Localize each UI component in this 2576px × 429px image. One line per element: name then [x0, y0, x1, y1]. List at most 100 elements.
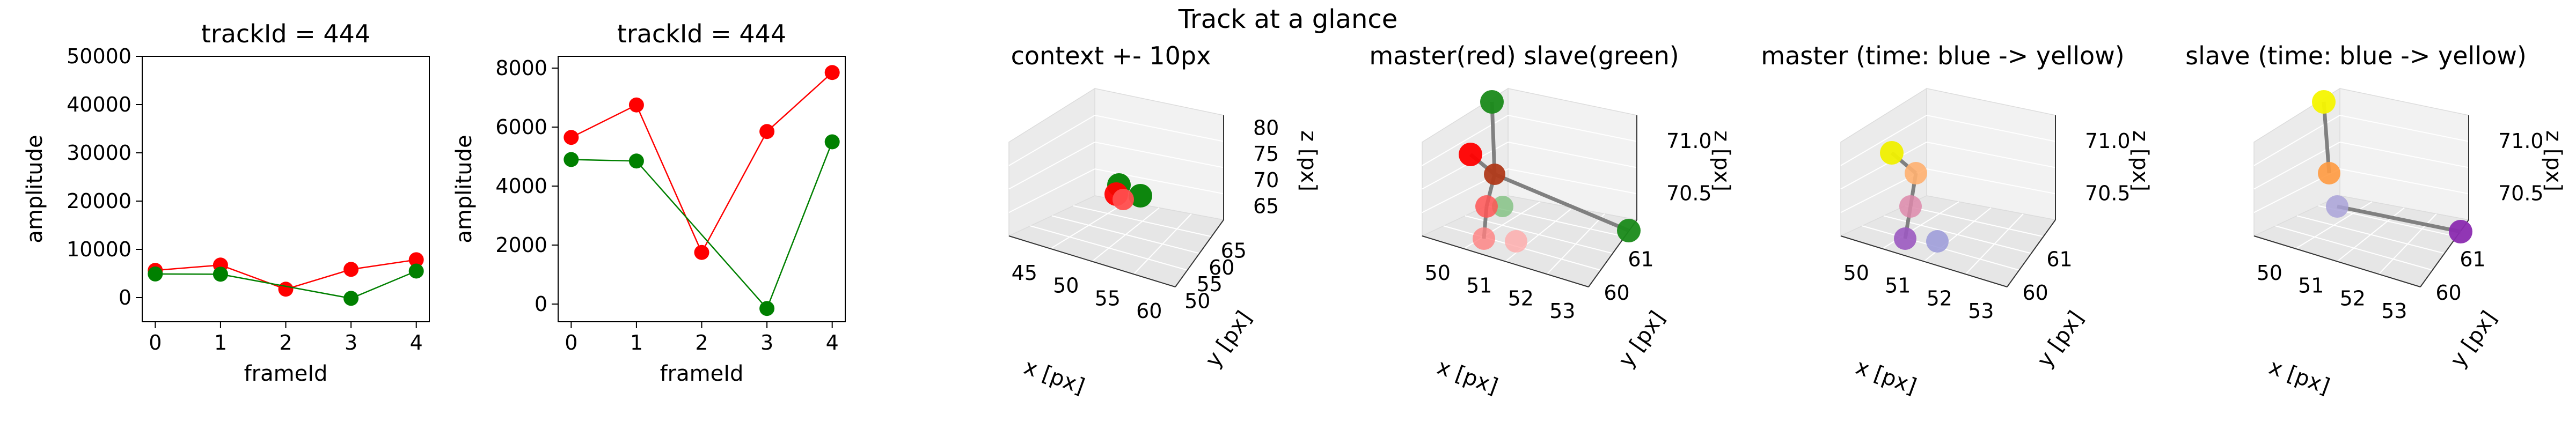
y-tick-label: 8000 — [495, 56, 547, 80]
y-axis-label: amplitude — [452, 135, 477, 243]
data-point — [1480, 90, 1504, 114]
y-tick-label: 10000 — [67, 238, 131, 261]
z-tick-label: 70.5 — [2498, 181, 2544, 205]
data-point — [408, 252, 424, 268]
y-tick-label: 0 — [535, 292, 547, 316]
data-point — [1880, 141, 1904, 165]
series-line-2 — [571, 142, 833, 310]
data-point — [2326, 195, 2348, 218]
y-tick-label: 61 — [2046, 247, 2072, 271]
x-tick-label: 0 — [149, 331, 162, 354]
track-segment — [2337, 204, 2461, 234]
track-segment — [1494, 172, 1630, 233]
x-tick-label: 4 — [410, 331, 423, 354]
data-point — [2312, 90, 2336, 114]
3d-points-3 — [1880, 141, 1949, 253]
x-tick-label: 51 — [1466, 274, 1492, 298]
z-axis-label: z [px] — [1296, 130, 1321, 191]
data-point — [343, 291, 359, 306]
x-axis-label: x [px] — [1853, 354, 1920, 399]
y-axis-label: y [px] — [1614, 307, 1670, 372]
x-tick-label: 60 — [1136, 299, 1162, 323]
z-tick-label: 71.0 — [2498, 129, 2544, 153]
x-tick-label: 1 — [214, 331, 227, 354]
x-tick-label: 51 — [1885, 274, 1911, 298]
y-tick-label: 61 — [1628, 247, 1653, 271]
x-axis-label: x [px] — [2266, 354, 2333, 399]
3d-panel-3: 50 51 52 53 60 61 70.5 71.0 x [px] y [px] z [px] ma… — [1761, 41, 2153, 399]
data-point — [2318, 162, 2340, 184]
z-axis-label: z [px] — [1709, 130, 1734, 191]
data-point — [564, 130, 579, 145]
data-point — [564, 152, 579, 167]
data-point — [1899, 195, 1922, 218]
y-tick-label: 65 — [1221, 239, 1247, 263]
y-tick-label: 30000 — [67, 141, 131, 165]
y-tick-label: 60 — [2022, 281, 2048, 305]
panel-title: slave (time: blue -> yellow) — [2185, 41, 2527, 70]
z-tick-label: 70.5 — [1666, 181, 1712, 205]
y-tick-label: 50 — [1184, 289, 1210, 313]
track-segment — [2322, 101, 2331, 174]
y-tick-label: 61 — [2460, 247, 2485, 271]
x-tick-label: 50 — [1425, 261, 1451, 285]
data-point — [1473, 227, 1495, 250]
x-tick-label: 55 — [1095, 286, 1121, 310]
y-tick-label: 60 — [1209, 256, 1234, 279]
x-tick-label: 52 — [1927, 286, 1952, 310]
y-tick-label: 0 — [119, 286, 131, 309]
data-point — [1926, 230, 1949, 253]
x-tick-label: 51 — [2298, 274, 2324, 298]
panel-title: master(red) slave(green) — [1369, 41, 1679, 70]
data-point — [1492, 196, 1513, 217]
data-point — [628, 153, 644, 169]
3d-panel-2: 50 51 52 53 60 61 70.5 71.0 x [px] y [px] z [px] ma… — [1369, 41, 1734, 399]
z-axis-label: z [px] — [2541, 130, 2566, 191]
x-tick-label: 50 — [2257, 261, 2282, 285]
y-tick-label: 6000 — [495, 115, 547, 139]
x-tick-label: 53 — [2381, 299, 2407, 323]
x-tick-label: 53 — [1968, 299, 1994, 323]
data-point — [824, 65, 840, 80]
3d-points-1 — [1104, 173, 1152, 210]
x-tick-label: 2 — [279, 331, 292, 354]
3d-panel-4: 50 51 52 53 60 61 70.5 71.0 x [px] y [px] z [px] sl… — [2185, 41, 2566, 399]
data-point — [628, 97, 644, 113]
z-tick-label: 71.0 — [1666, 129, 1712, 153]
data-point — [1113, 189, 1134, 210]
x-tick-label: 0 — [565, 331, 577, 354]
x-axis-label: frameId — [660, 361, 744, 386]
x-tick-label: 4 — [826, 331, 839, 354]
panel-title: trackId = 444 — [617, 19, 786, 48]
axes-frame — [558, 56, 846, 322]
x-axis-label: frameId — [244, 361, 328, 386]
y-tick-label: 60 — [2435, 281, 2461, 305]
y-axis-label: y [px] — [2032, 307, 2089, 372]
data-point — [278, 282, 294, 297]
data-point — [1617, 219, 1641, 242]
y-axis-label: y [px] — [2446, 307, 2502, 372]
x-tick-label: 52 — [2340, 286, 2366, 310]
line-panel-2: 0 1 2 3 4 0 2000 4000 6000 8000 trackId = 444 frame… — [452, 19, 846, 386]
y-tick-label: 20000 — [67, 189, 131, 213]
z-axis-label: z [px] — [2128, 130, 2153, 191]
x-tick-label: 50 — [1053, 274, 1079, 298]
data-point — [2449, 220, 2472, 243]
x-tick-label: 53 — [1549, 299, 1575, 323]
series-line-2 — [155, 270, 417, 299]
data-point — [759, 124, 775, 139]
x-axis-label: x [px] — [1434, 354, 1501, 399]
x-axis-label: x [px] — [1021, 354, 1088, 399]
z-tick-label: 65 — [1253, 195, 1279, 218]
data-point — [1505, 230, 1527, 253]
y-tick-label: 2000 — [495, 233, 547, 257]
z-tick-label: 75 — [1253, 142, 1279, 166]
x-tick-label: 1 — [630, 331, 643, 354]
y-tick-label: 40000 — [67, 93, 131, 116]
data-point — [1129, 184, 1152, 208]
y-tick-label: 4000 — [495, 174, 547, 198]
panel-title: trackId = 444 — [201, 19, 370, 48]
y-axis-label: amplitude — [23, 135, 47, 243]
z-tick-label: 70.5 — [2085, 181, 2131, 205]
